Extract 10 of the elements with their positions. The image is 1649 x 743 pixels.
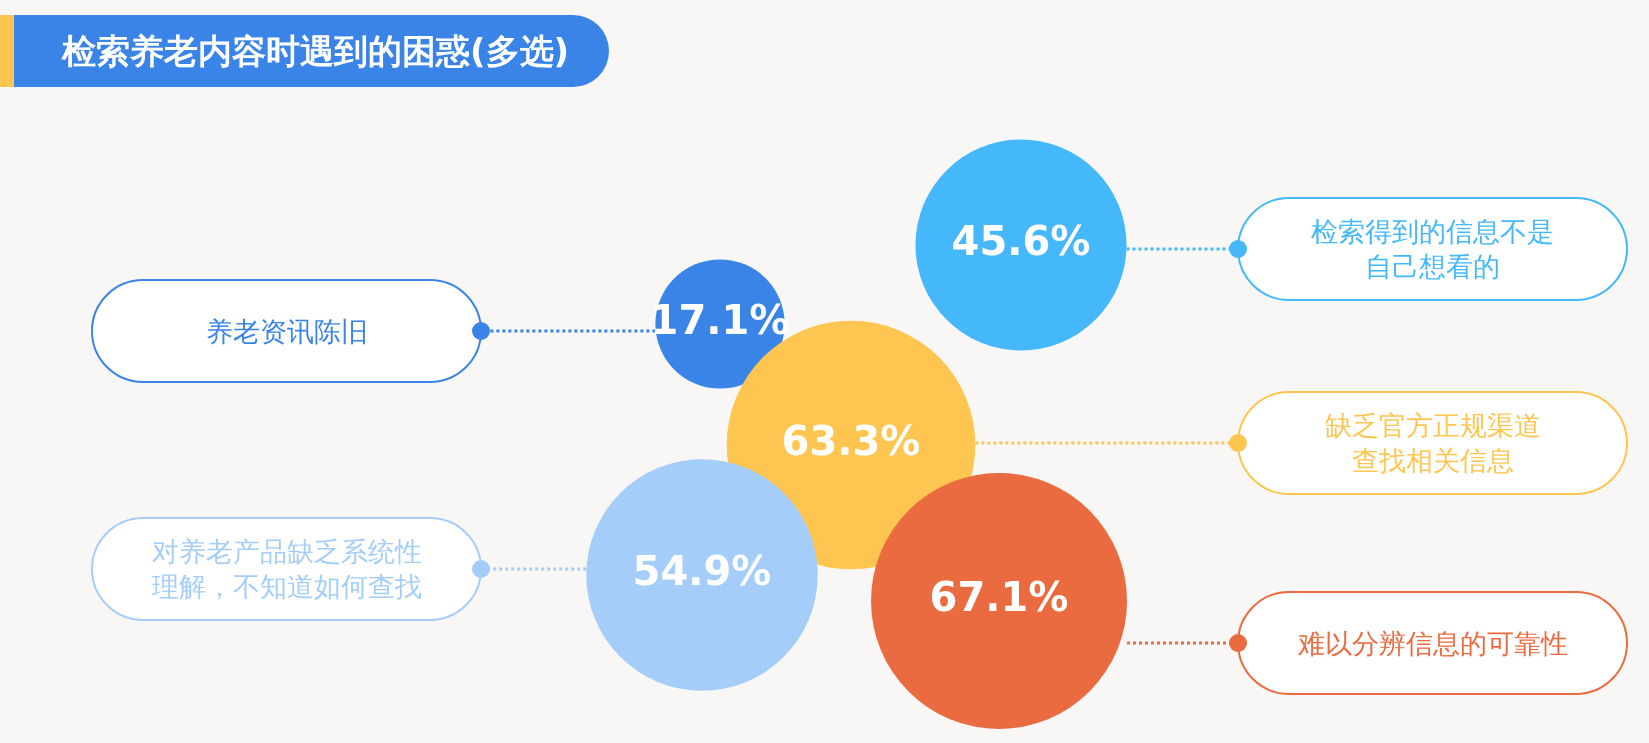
data-label: 67.1%	[929, 574, 1069, 620]
category-label: 缺乏官方正规渠道查找相关信息	[1325, 410, 1541, 477]
data-label: 54.9%	[632, 548, 772, 594]
category-label: 对养老产品缺乏系统性理解，不知道如何查找	[152, 536, 422, 603]
data-label: 63.3%	[781, 418, 921, 464]
category-label: 检索得到的信息不是自己想看的	[1311, 216, 1554, 283]
category-label: 养老资讯陈旧	[206, 316, 368, 347]
text: 检索养老内容时遇到的困惑(多选)	[0, 15, 610, 87]
data-label: 45.6%	[951, 218, 1091, 264]
category-label: 难以分辨信息的可靠性	[1297, 628, 1568, 659]
